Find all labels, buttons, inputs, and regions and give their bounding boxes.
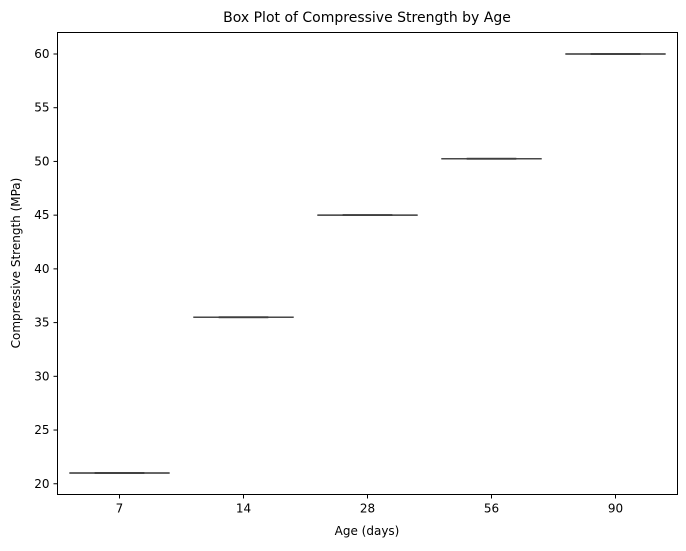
x-tick-label: 56 bbox=[484, 502, 499, 516]
y-tick-label: 60 bbox=[34, 47, 49, 61]
x-axis: 7 14 28 56 90 bbox=[116, 495, 623, 516]
chart-title: Box Plot of Compressive Strength by Age bbox=[223, 10, 511, 26]
x-tick-label: 14 bbox=[236, 502, 251, 516]
x-tick-label: 7 bbox=[116, 502, 124, 516]
y-tick-label: 30 bbox=[34, 369, 49, 383]
y-axis-label: Compressive Strength (MPa) bbox=[9, 178, 23, 349]
y-tick-label: 40 bbox=[34, 262, 49, 276]
y-tick-label: 35 bbox=[34, 316, 49, 330]
y-tick-label: 20 bbox=[34, 477, 49, 491]
y-tick-label: 45 bbox=[34, 208, 49, 222]
x-tick-label: 90 bbox=[608, 502, 623, 516]
y-axis: 20 25 30 35 40 45 50 55 60 bbox=[34, 47, 57, 491]
x-tick-label: 28 bbox=[360, 502, 375, 516]
plot-frame bbox=[58, 33, 678, 495]
y-tick-label: 55 bbox=[34, 101, 49, 115]
plot-area bbox=[70, 54, 665, 473]
y-tick-label: 25 bbox=[34, 423, 49, 437]
y-tick-label: 50 bbox=[34, 154, 49, 168]
x-axis-label: Age (days) bbox=[335, 524, 400, 538]
